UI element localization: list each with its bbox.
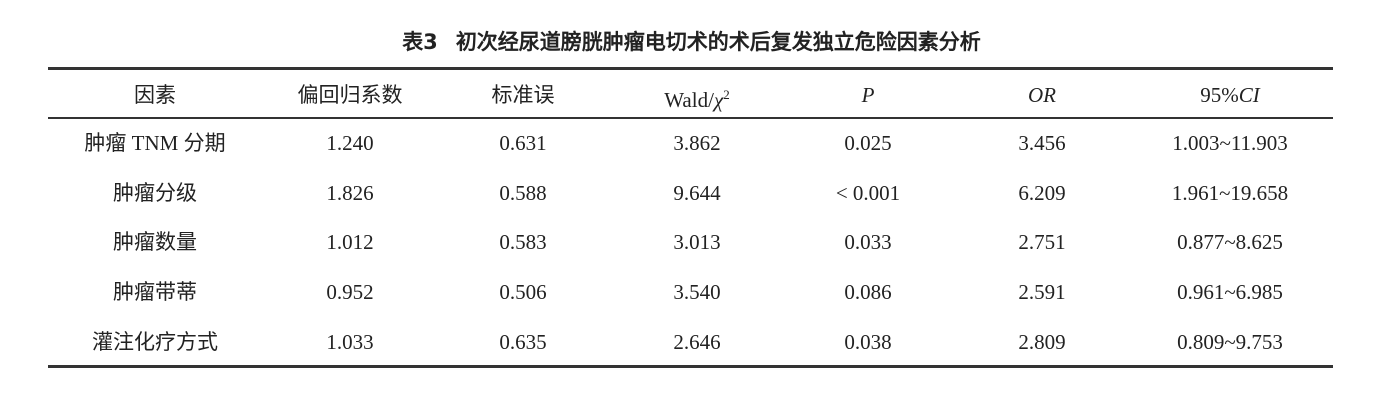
- row-label: 灌注化疗方式: [92, 329, 218, 354]
- bottom-rule: [48, 365, 1333, 368]
- table-cell: 2.591: [1018, 280, 1066, 305]
- table-caption: 初次经尿道膀胱肿瘤电切术的术后复发独立危险因素分析: [455, 30, 981, 54]
- table-cell: 0.506: [499, 280, 547, 305]
- header-rule: [48, 117, 1333, 119]
- table-cell: 6.209: [1018, 180, 1066, 205]
- header-text: 偏回归系数: [297, 83, 403, 107]
- table-cell: 0.961~6.985: [1177, 280, 1283, 305]
- header-text: 标准误: [491, 83, 555, 107]
- table-title: 表3 初次经尿道膀胱肿瘤电切术的术后复发独立危险因素分析: [0, 26, 1383, 56]
- header-cell: Wald/χ2: [597, 81, 797, 114]
- table-cell: 1.826: [326, 180, 374, 205]
- header-symbol: χ: [713, 88, 724, 112]
- header-cell: 标准误: [423, 81, 623, 109]
- row-label: 肿瘤带蒂: [113, 280, 197, 305]
- table-cell: 0.877~8.625: [1177, 230, 1283, 255]
- header-sup: 2: [723, 87, 730, 102]
- header-text: 因素: [134, 83, 176, 107]
- table-cell: 2.646: [673, 329, 721, 354]
- table-cell: 1.961~19.658: [1171, 180, 1289, 205]
- table-cell: 3.540: [673, 280, 721, 305]
- header-cell: 因素: [55, 81, 255, 109]
- table-cell: 0.033: [844, 230, 892, 255]
- table-cell: 2.809: [1018, 329, 1066, 354]
- table-cell: 1.240: [326, 131, 374, 155]
- table-cell: 1.012: [326, 230, 374, 255]
- table-cell: 0.086: [844, 280, 892, 305]
- table-cell: 3.456: [1018, 131, 1066, 155]
- header-text: 95%: [1200, 83, 1239, 107]
- header-cell: 95%CI: [1130, 81, 1330, 109]
- row-label: 肿瘤数量: [113, 230, 197, 255]
- table-cell: 0.038: [844, 329, 892, 354]
- top-rule: [48, 67, 1333, 70]
- header-cell: OR: [942, 81, 1142, 109]
- table-cell: 0.635: [499, 329, 547, 354]
- table-cell: 0.631: [499, 131, 547, 155]
- header-cell: 偏回归系数: [250, 81, 450, 109]
- table-cell: < 0.001: [835, 180, 901, 205]
- header-symbol: CI: [1238, 83, 1260, 107]
- table-cell: 0.025: [844, 131, 892, 155]
- table-cell: 0.952: [326, 280, 374, 305]
- table-cell: 1.033: [326, 329, 374, 354]
- header-symbol: OR: [1028, 83, 1056, 107]
- header-text: Wald/: [664, 88, 714, 112]
- table-cell: 0.588: [499, 180, 547, 205]
- header-symbol: P: [861, 83, 875, 107]
- table-cell: 3.013: [673, 230, 721, 255]
- table-cell: 1.003~11.903: [1172, 131, 1288, 155]
- table-cell: 2.751: [1018, 230, 1066, 255]
- row-label: 肿瘤分级: [113, 180, 197, 205]
- table-label: 表3: [402, 30, 438, 54]
- header-cell: P: [768, 81, 968, 109]
- table-cell: 9.644: [673, 180, 721, 205]
- row-label: 肿瘤 TNM 分期: [84, 131, 226, 155]
- table-cell: 0.583: [499, 230, 547, 255]
- table-cell: 3.862: [673, 131, 721, 155]
- table-cell: 0.809~9.753: [1177, 329, 1283, 354]
